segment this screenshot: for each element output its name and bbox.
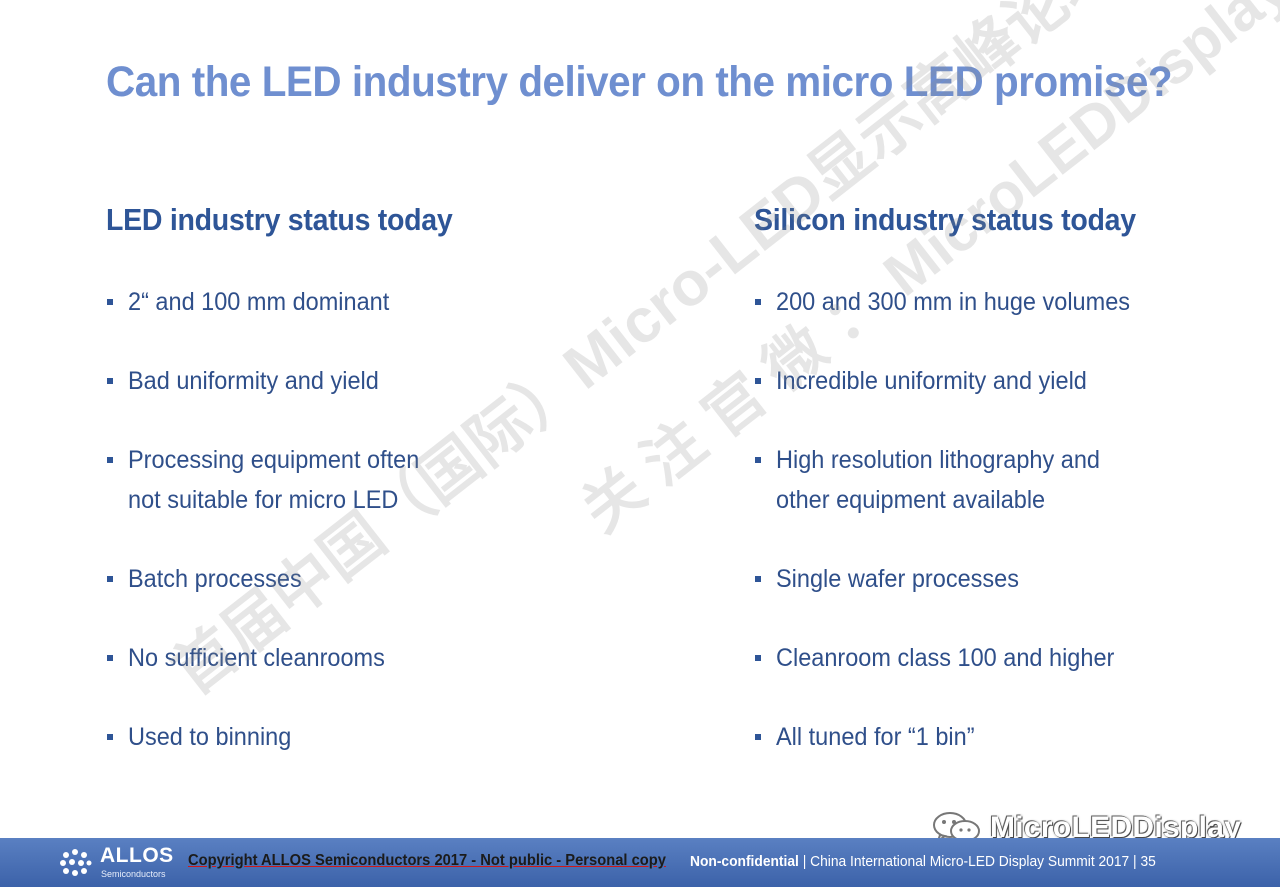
- brand-subtitle: Semiconductors: [101, 869, 166, 879]
- bullet-square-icon: [755, 457, 761, 463]
- left-bullet-list: 2“ and 100 mm dominant Bad uniformity an…: [106, 282, 666, 757]
- list-item: All tuned for “1 bin”: [754, 717, 1254, 757]
- list-item: 2“ and 100 mm dominant: [106, 282, 666, 322]
- list-item: Used to binning: [106, 717, 666, 757]
- list-item: Bad uniformity and yield: [106, 361, 666, 401]
- right-bullet-list: 200 and 300 mm in huge volumes Incredibl…: [754, 282, 1254, 757]
- bullet-square-icon: [755, 655, 761, 661]
- list-item: Cleanroom class 100 and higher: [754, 638, 1254, 678]
- bullet-square-icon: [107, 734, 113, 740]
- list-item: Processing equipment often not suitable …: [106, 440, 666, 520]
- slide-title: Can the LED industry deliver on the micr…: [106, 58, 1173, 106]
- list-item: Batch processes: [106, 559, 666, 599]
- bullet-square-icon: [755, 299, 761, 305]
- footer-bar: ALLOS Semiconductors Copyright ALLOS Sem…: [0, 838, 1280, 887]
- right-column-heading: Silicon industry status today: [754, 202, 1136, 237]
- bullet-square-icon: [107, 457, 113, 463]
- bullet-square-icon: [755, 734, 761, 740]
- bullet-square-icon: [107, 576, 113, 582]
- bullet-square-icon: [107, 378, 113, 384]
- bullet-square-icon: [107, 655, 113, 661]
- left-column-heading: LED industry status today: [106, 202, 453, 237]
- list-item: Incredible uniformity and yield: [754, 361, 1254, 401]
- event-info: Non-confidential | China International M…: [690, 853, 1156, 870]
- list-item: High resolution lithography and other eq…: [754, 440, 1254, 520]
- event-name: | China International Micro-LED Display …: [798, 853, 1156, 870]
- list-item: 200 and 300 mm in huge volumes: [754, 282, 1254, 322]
- list-item: No sufficient cleanrooms: [106, 638, 666, 678]
- confidentiality-label: Non-confidential: [690, 853, 799, 870]
- allos-logo-icon: [60, 849, 92, 876]
- list-item: Single wafer processes: [754, 559, 1254, 599]
- left-column: LED industry status today 2“ and 100 mm …: [106, 198, 666, 796]
- bullet-square-icon: [755, 378, 761, 384]
- bullet-square-icon: [107, 299, 113, 305]
- bullet-square-icon: [755, 576, 761, 582]
- brand-name: ALLOS: [100, 844, 174, 867]
- right-column: Silicon industry status today 200 and 30…: [754, 198, 1254, 796]
- copyright-notice: Copyright ALLOS Semiconductors 2017 - No…: [188, 852, 666, 869]
